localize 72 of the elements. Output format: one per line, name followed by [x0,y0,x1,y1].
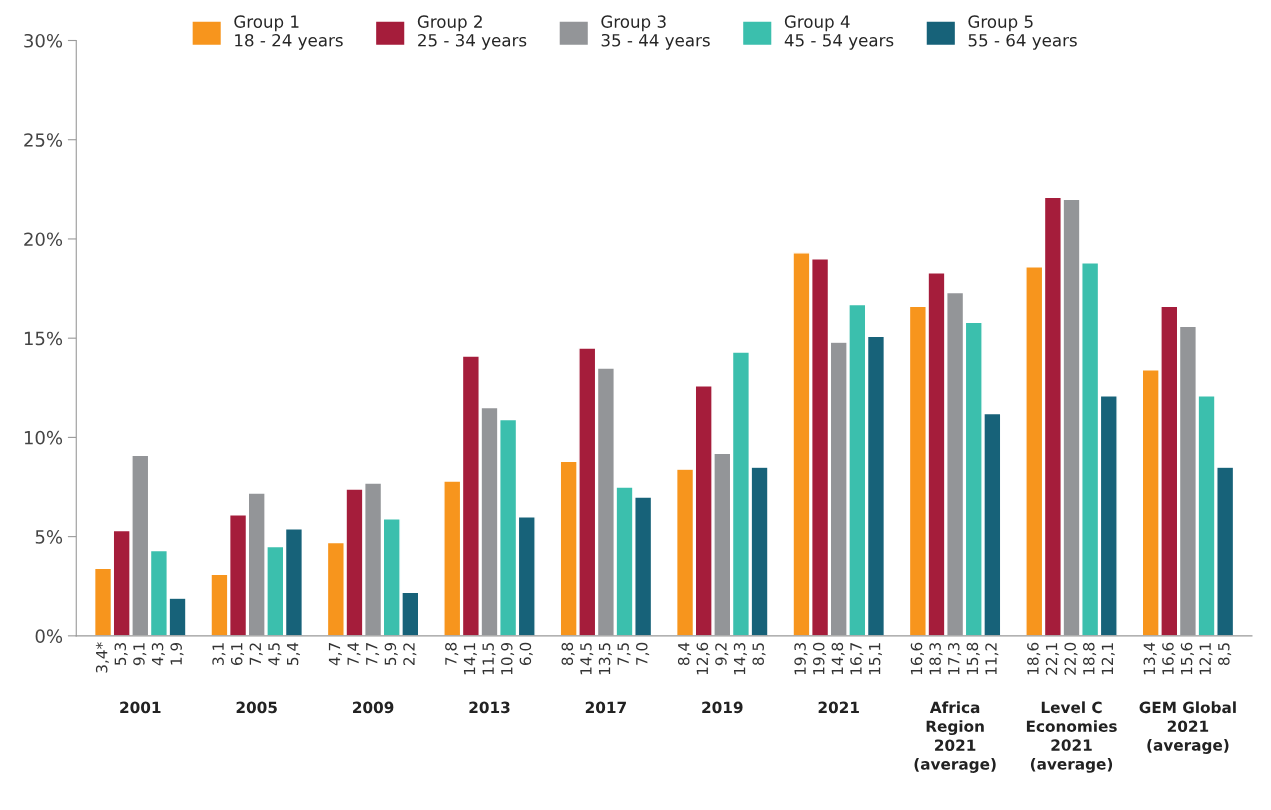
data-label: 15,8 [966,642,980,675]
legend-label: Group 4 45 - 54 years [784,15,894,50]
y-tick-label: 10% [24,430,63,445]
x-tick-label: Africa Region 2021 (average) [914,701,996,773]
data-label: 8,4 [677,642,692,666]
data-label: 13,5 [598,643,612,675]
data-label: 8,5 [1218,643,1232,666]
data-label: 2,2 [403,643,417,665]
data-label: 14,1 [463,643,477,675]
x-tick-label: 2019 [702,701,743,714]
data-label: 15,6 [1180,642,1194,675]
data-label: 10,9 [500,642,515,675]
data-label: 1,9 [170,642,184,665]
data-label: 7,5 [617,643,631,665]
data-label: 3,4* [95,642,110,673]
x-tick-label: 2005 [236,701,277,714]
y-tick-label: 15% [24,331,63,346]
data-label: 4,5 [268,643,282,666]
data-label: 18,3 [929,643,943,675]
y-tick-label: 5% [35,530,63,544]
data-label: 12,1 [1199,643,1213,675]
x-tick-label: 2013 [469,701,510,714]
data-label: 15,1 [869,643,882,675]
data-label: 9,1 [133,643,147,666]
data-label: 12,6 [696,642,710,675]
x-tick-label: 2017 [585,701,626,714]
y-tick-label: 25% [24,133,63,147]
data-label: 11,5 [482,643,496,675]
data-label: 5,3 [114,643,128,665]
data-label: 22,0 [1064,642,1078,675]
data-label: 7,7 [366,643,380,665]
legend-label: Group 1 18 - 24 years [234,15,343,50]
data-label: 7,2 [249,643,263,665]
data-label: 16,6 [1162,642,1176,675]
data-label: 5,4 [287,642,300,665]
data-label: 6,0 [519,642,533,666]
data-label: 4,3 [151,643,165,666]
data-label: 18,8 [1083,642,1097,675]
data-label: 8,5 [752,643,766,666]
data-label: 17,3 [947,643,962,675]
data-label: 5,9 [384,642,398,665]
data-label: 7,8 [445,642,459,665]
data-label: 11,2 [985,643,999,675]
x-tick-label: 2021 [818,701,859,714]
data-label: 14,3 [733,643,747,675]
x-tick-label: 2009 [353,701,394,714]
data-label: 16,6 [910,642,924,675]
data-label: 14,8 [831,642,845,675]
legend-label: Group 5 55 - 64 years [968,15,1077,50]
x-tick-label: 2001 [120,701,161,714]
data-label: 19,0 [812,642,827,675]
data-label: 19,3 [794,643,808,675]
x-tick-label: GEM Global 2021 (average) [1139,701,1236,754]
data-label: 6,1 [230,643,245,666]
data-label: 3,1 [212,643,226,665]
data-label: 16,7 [850,643,864,675]
data-label: 9,2 [715,643,729,666]
data-label: 13,4 [1143,642,1157,675]
data-label: 4,7 [328,643,342,666]
y-tick-label: 20% [24,232,63,247]
data-label: 7,0 [636,642,650,665]
data-label: 18,6 [1027,642,1041,675]
data-label: 14,5 [580,643,594,675]
y-tick-label: 30% [24,33,63,48]
legend-label: Group 2 25 - 34 years [417,15,527,50]
legend-label: Group 3 35 - 44 years [601,15,710,50]
data-label: 8,8 [561,642,575,666]
data-label: 22,1 [1045,643,1059,675]
x-tick-label: Level C Economies 2021 (average) [1026,701,1117,773]
y-tick-label: 0% [35,629,63,643]
data-label: 7,4 [347,642,361,665]
data-label: 12,1 [1101,643,1115,675]
